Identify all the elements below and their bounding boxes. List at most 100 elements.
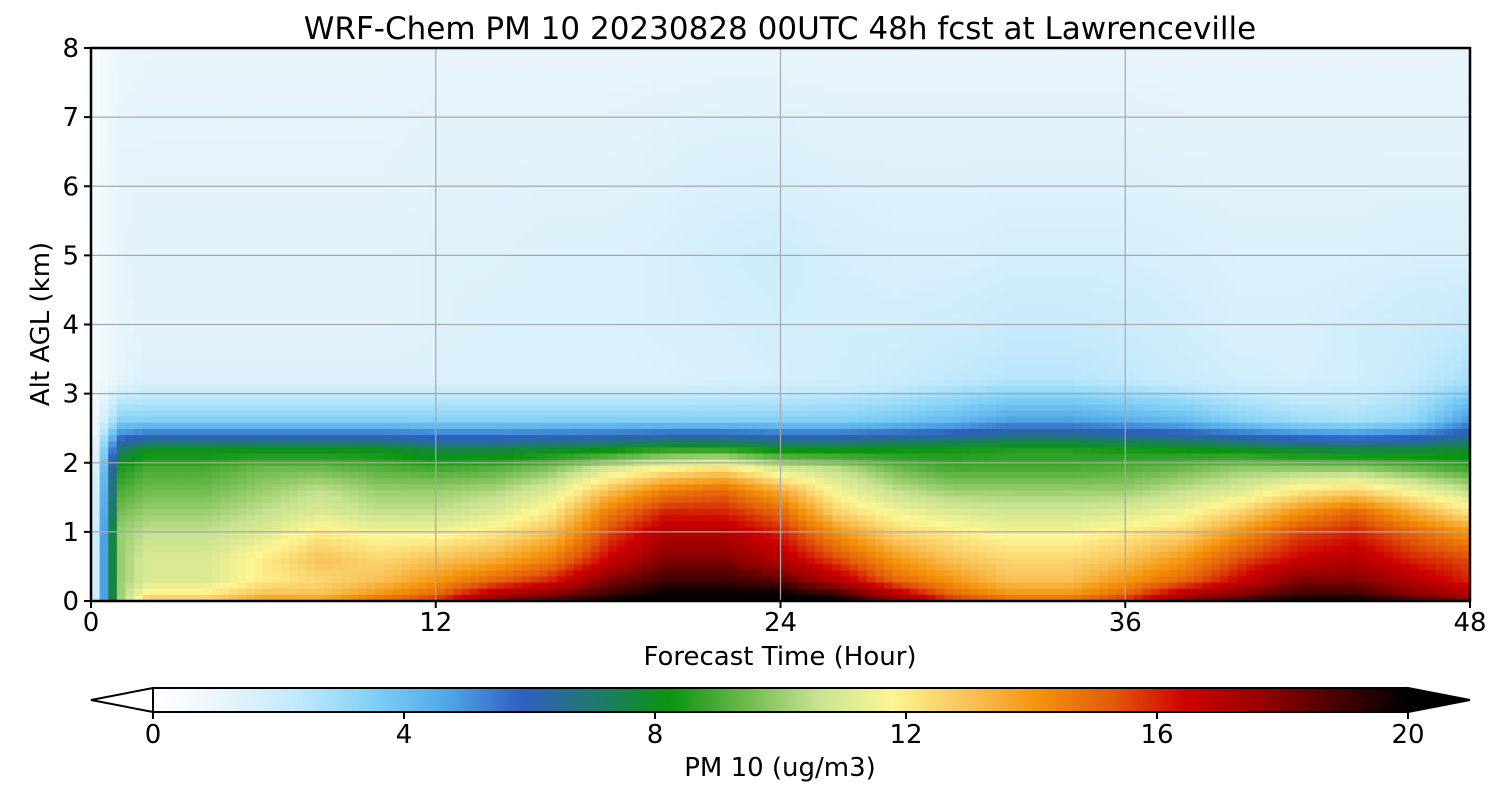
heatmap-cell [185, 66, 196, 74]
heatmap-cell [995, 66, 1006, 74]
heatmap-cell [1323, 66, 1333, 74]
heatmap-cell [608, 207, 618, 215]
heatmap-cell [1245, 97, 1256, 104]
heatmap-cell [1289, 127, 1299, 135]
heatmap-cell [384, 207, 394, 215]
heatmap-cell [625, 91, 635, 98]
heatmap-cell [547, 78, 558, 86]
heatmap-cell [1323, 158, 1333, 166]
heatmap-cell [780, 109, 790, 117]
heatmap-cell [608, 140, 618, 147]
heatmap-cell [1418, 146, 1428, 154]
heatmap-cell [496, 60, 506, 68]
heatmap-cell [1004, 189, 1014, 197]
heatmap-cell [1151, 115, 1161, 123]
heatmap-cell [306, 232, 316, 240]
heatmap-cell [814, 127, 825, 135]
heatmap-cell [496, 213, 506, 221]
heatmap-cell [280, 91, 290, 98]
heatmap-cell [1116, 121, 1126, 129]
heatmap-cell [1142, 164, 1152, 172]
heatmap-cell [1340, 66, 1350, 74]
heatmap-cell [444, 189, 454, 197]
heatmap-cell [1151, 158, 1161, 166]
heatmap-cell [401, 220, 411, 227]
heatmap-cell [720, 146, 730, 154]
heatmap-cell [375, 201, 385, 209]
heatmap-cell [358, 91, 368, 98]
heatmap-cell [849, 127, 859, 135]
heatmap-cell [1064, 220, 1075, 227]
heatmap-cell [315, 72, 325, 80]
heatmap-cell [401, 177, 411, 184]
heatmap-cell [470, 170, 480, 178]
heatmap-cell [513, 213, 523, 221]
heatmap-cell [470, 91, 480, 98]
heatmap-cell [1194, 226, 1204, 233]
heatmap-cell [280, 232, 290, 240]
heatmap-cell [496, 109, 506, 117]
heatmap-cell [452, 201, 463, 209]
heatmap-cell [1056, 220, 1066, 227]
heatmap-cell [496, 146, 506, 154]
heatmap-cell [995, 189, 1006, 197]
heatmap-cell [1064, 78, 1075, 86]
heatmap-cell [1082, 195, 1092, 203]
heatmap-cell [168, 164, 178, 172]
heatmap-cell [840, 207, 851, 215]
heatmap-cell [866, 146, 876, 154]
heatmap-cell [970, 220, 980, 227]
heatmap-cell [1289, 226, 1299, 233]
heatmap-cell [892, 60, 902, 68]
heatmap-cell [366, 189, 377, 197]
heatmap-cell [211, 115, 221, 123]
heatmap-cell [797, 78, 807, 86]
heatmap-cell [918, 220, 928, 227]
heatmap-cell [720, 78, 730, 86]
heatmap-cell [814, 189, 825, 197]
heatmap-cell [599, 226, 609, 233]
heatmap-cell [1263, 226, 1273, 233]
heatmap-cell [1263, 103, 1273, 111]
heatmap-cell [1082, 158, 1092, 166]
heatmap-cell [1151, 60, 1161, 68]
heatmap-cell [978, 207, 988, 215]
heatmap-cell [806, 195, 816, 203]
heatmap-cell [1366, 146, 1376, 154]
heatmap-cell [1090, 84, 1100, 92]
heatmap-cell [1073, 213, 1083, 221]
heatmap-cell [1082, 177, 1092, 184]
heatmap-cell [142, 140, 152, 147]
heatmap-cell [246, 158, 256, 166]
heatmap-cell [849, 60, 859, 68]
heatmap-cell [444, 232, 454, 240]
heatmap-cell [711, 177, 721, 184]
heatmap-cell [866, 140, 876, 147]
heatmap-cell [177, 109, 187, 117]
heatmap-cell [1108, 109, 1118, 117]
heatmap-cell [315, 127, 325, 135]
heatmap-cell [444, 66, 454, 74]
heatmap-cell [203, 158, 213, 166]
heatmap-cell [177, 164, 187, 172]
heatmap-cell [1159, 152, 1169, 160]
heatmap-cell [280, 134, 290, 141]
heatmap-cell [194, 213, 204, 221]
heatmap-cell [116, 103, 127, 111]
heatmap-cell [246, 60, 256, 68]
heatmap-cell [651, 177, 661, 184]
heatmap-cell [858, 158, 868, 166]
heatmap-cell [375, 115, 385, 123]
heatmap-cell [1176, 195, 1187, 203]
heatmap-cell [711, 103, 721, 111]
heatmap-cell [1047, 127, 1057, 135]
heatmap-cell [1375, 66, 1385, 74]
heatmap-cell [1159, 60, 1169, 68]
heatmap-cell [340, 207, 351, 215]
heatmap-cell [832, 115, 842, 123]
heatmap-cell [392, 170, 402, 178]
heatmap-cell [228, 97, 239, 104]
heatmap-cell [384, 97, 394, 104]
heatmap-cell [1030, 164, 1040, 172]
heatmap-cell [1142, 220, 1152, 227]
